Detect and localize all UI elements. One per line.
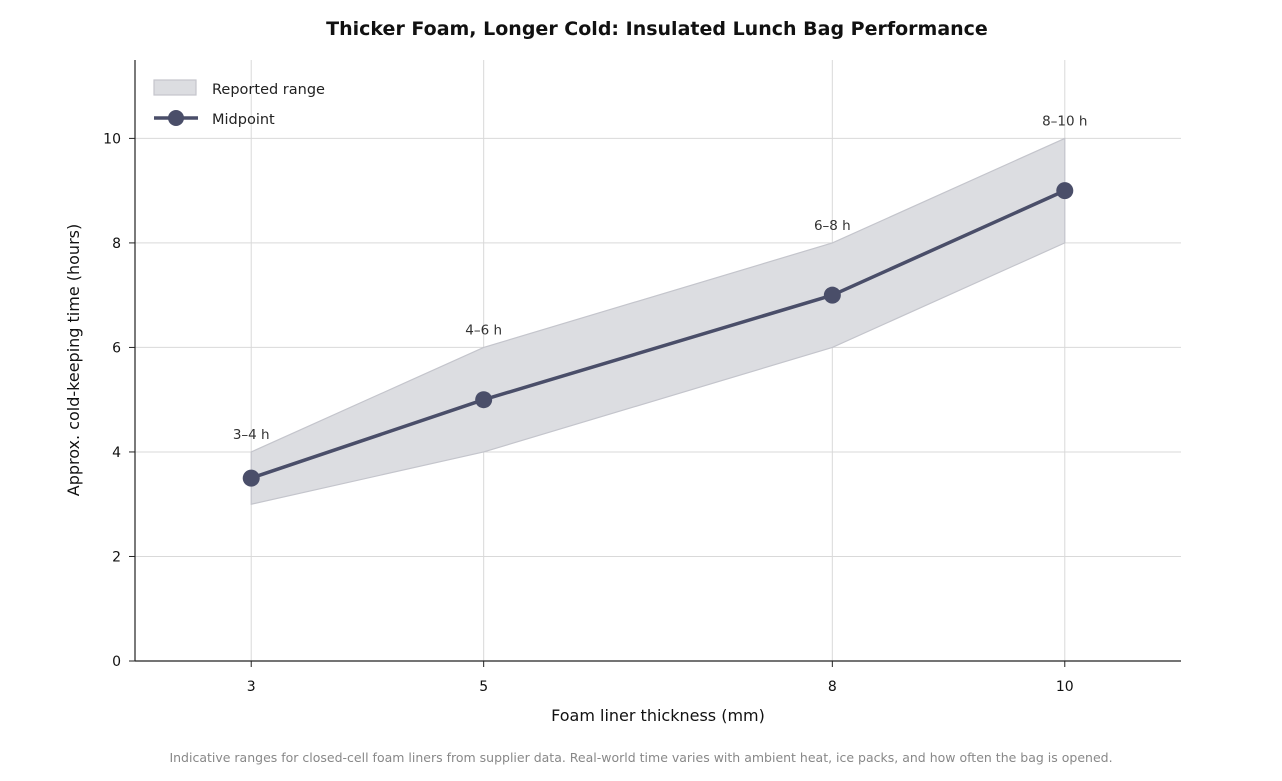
x-tick-label: 8	[828, 679, 837, 695]
y-tick-label: 0	[112, 654, 121, 670]
range-band	[250, 137, 1066, 505]
range-band-area	[250, 137, 1066, 505]
legend-swatch-midpoint-marker	[168, 110, 184, 126]
midpoint-series	[242, 182, 1074, 487]
y-tick-label: 6	[112, 340, 121, 356]
y-tick-label: 4	[112, 445, 121, 461]
midpoint-marker	[823, 286, 841, 304]
x-tick-label: 3	[247, 679, 256, 695]
data-label: 4–6 h	[465, 322, 502, 338]
y-axis-label: Approx. cold-keeping time (hours)	[64, 224, 83, 496]
x-tick-label: 10	[1056, 679, 1074, 695]
footnote: Indicative ranges for closed-cell foam l…	[169, 750, 1112, 765]
legend-swatch-range	[153, 79, 197, 96]
data-label: 8–10 h	[1042, 113, 1087, 129]
y-tick-label: 10	[103, 131, 121, 147]
midpoint-marker	[475, 391, 493, 409]
data-label: 3–4 h	[233, 427, 270, 443]
x-tick-label: 5	[479, 679, 488, 695]
y-tick-label: 8	[112, 236, 121, 252]
x-axis-label: Foam liner thickness (mm)	[551, 706, 765, 725]
data-label: 6–8 h	[814, 218, 851, 234]
chart-title: Thicker Foam, Longer Cold: Insulated Lun…	[326, 18, 988, 40]
midpoint-marker	[242, 469, 260, 487]
legend-label-midpoint: Midpoint	[212, 112, 275, 128]
midpoint-marker	[1056, 182, 1074, 200]
midpoint-line	[250, 189, 1066, 480]
legend: Reported range Midpoint	[153, 79, 325, 128]
axes	[129, 60, 1181, 667]
data-labels: 3–4 h 4–6 h 6–8 h 8–10 h	[233, 113, 1088, 443]
legend-label-range: Reported range	[212, 82, 325, 98]
tick-labels: 0 2 4 6 8 10 3 5 8 10	[103, 131, 1074, 695]
y-tick-label: 2	[112, 549, 121, 565]
